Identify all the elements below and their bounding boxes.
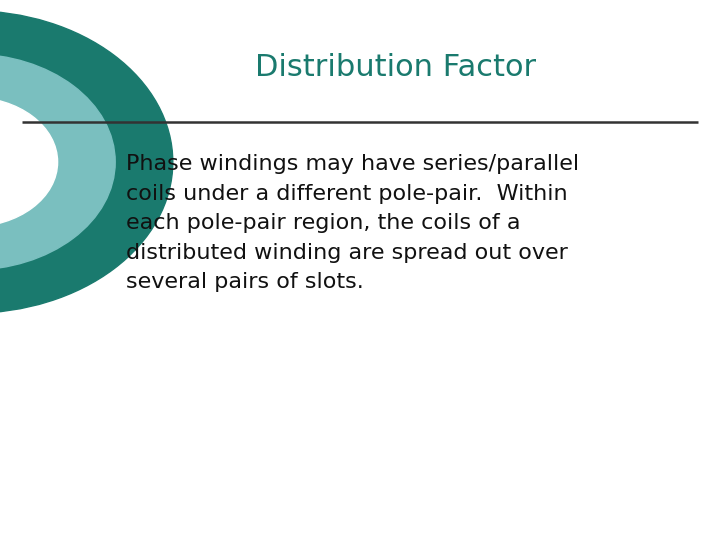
Circle shape [0, 11, 173, 313]
Text: Phase windings may have series/parallel
coils under a different pole-pair.  With: Phase windings may have series/parallel … [126, 154, 579, 292]
Text: Distribution Factor: Distribution Factor [256, 53, 536, 82]
Circle shape [0, 54, 115, 270]
Circle shape [0, 97, 58, 227]
